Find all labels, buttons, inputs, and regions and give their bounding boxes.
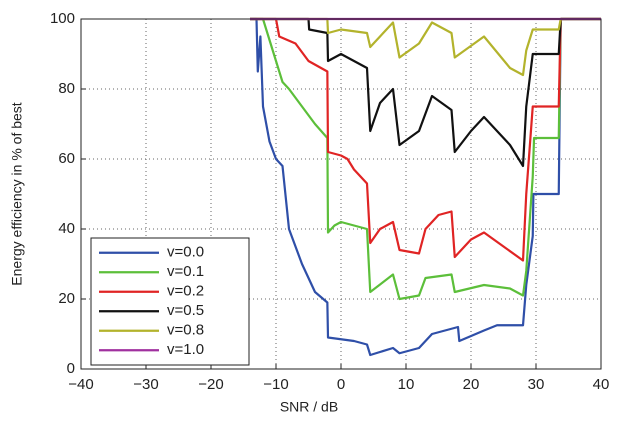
x-tick-label: −10 xyxy=(263,376,288,393)
legend xyxy=(90,237,250,366)
plot-frame xyxy=(80,18,602,370)
x-tick-label: 40 xyxy=(593,376,610,393)
x-axis-label: SNR / dB xyxy=(280,399,338,415)
legend-label: v=0.0 xyxy=(167,244,204,261)
series-line xyxy=(250,17,601,357)
x-tick-label: −30 xyxy=(133,376,158,393)
x-tick-label: −40 xyxy=(68,376,93,393)
legend-label: v=0.1 xyxy=(167,263,204,280)
legend-label: v=1.0 xyxy=(167,341,204,358)
x-tick-label: 30 xyxy=(528,376,545,393)
y-tick-label: 0 xyxy=(67,360,75,377)
legend-label: v=0.8 xyxy=(167,322,204,339)
series-line xyxy=(250,17,601,262)
y-tick-label: 80 xyxy=(58,80,75,97)
legend-label: v=0.2 xyxy=(167,283,204,300)
legend-label: v=0.5 xyxy=(167,302,204,319)
y-tick-label: 100 xyxy=(50,10,75,27)
y-tick-label: 40 xyxy=(58,220,75,237)
series-line xyxy=(250,17,601,77)
x-tick-label: 20 xyxy=(463,376,480,393)
y-tick-label: 20 xyxy=(58,290,75,307)
x-tick-label: 10 xyxy=(398,376,415,393)
y-axis-label: Energy efficiency in % of best xyxy=(9,102,25,286)
x-tick-label: −20 xyxy=(198,376,223,393)
x-tick-label: 0 xyxy=(337,376,345,393)
series-line xyxy=(250,17,601,301)
y-tick-label: 60 xyxy=(58,150,75,167)
series-line xyxy=(250,17,601,168)
